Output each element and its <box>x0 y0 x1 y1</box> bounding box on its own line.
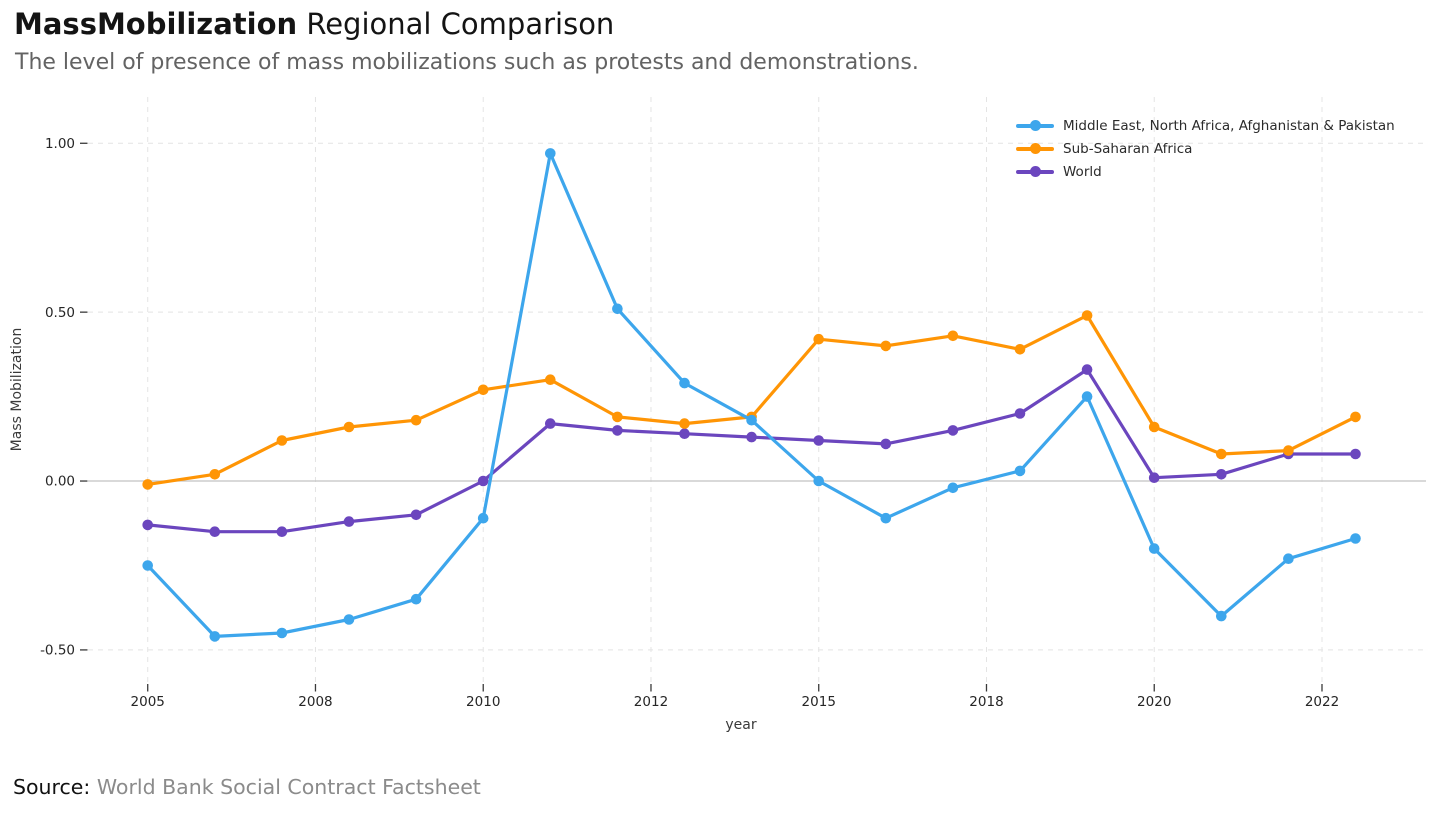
x-tick-label: 2012 <box>634 694 668 710</box>
data-point-marker <box>276 435 288 446</box>
data-point-marker <box>880 438 892 450</box>
data-point-marker <box>410 509 422 521</box>
data-point-marker <box>947 330 959 342</box>
series-0 <box>142 148 1361 642</box>
data-point-marker <box>276 627 288 639</box>
x-tick-label: 2005 <box>131 694 165 710</box>
data-point-marker <box>477 475 489 487</box>
data-point-marker <box>1014 408 1026 419</box>
data-point-marker <box>209 469 221 480</box>
x-tick-label: 2015 <box>802 694 836 710</box>
data-point-marker <box>880 340 892 352</box>
source-line: Source: World Bank Social Contract Facts… <box>13 775 481 799</box>
legend-item-ssa: Sub-Saharan Africa <box>1016 137 1395 160</box>
data-point-marker <box>947 425 959 436</box>
x-tick-label: 2018 <box>969 694 1003 710</box>
series-1 <box>142 310 1361 490</box>
page-title: MassMobilization Regional Comparison <box>14 7 614 41</box>
data-point-marker <box>1148 543 1160 554</box>
source-label: Source: <box>13 775 91 799</box>
series-line <box>146 313 1358 486</box>
data-point-marker <box>813 475 824 487</box>
data-point-marker <box>947 482 959 494</box>
data-point-marker <box>209 526 221 537</box>
data-point-marker <box>1014 465 1026 477</box>
x-tick-label: 2022 <box>1305 694 1339 710</box>
legend-swatch-menap-icon <box>1016 120 1054 132</box>
data-point-marker <box>1283 445 1294 456</box>
legend-label-ssa: Sub-Saharan Africa <box>1063 140 1193 157</box>
data-point-marker <box>142 560 153 571</box>
page-title-rest: Regional Comparison <box>306 7 615 41</box>
x-tick-label: 2010 <box>466 694 500 710</box>
gridlines <box>88 97 1426 682</box>
series-2 <box>142 364 1361 537</box>
legend-item-world: World <box>1016 160 1395 183</box>
data-point-marker <box>746 431 757 443</box>
data-point-marker <box>1350 411 1361 423</box>
legend-label-world: World <box>1063 163 1102 180</box>
data-point-marker <box>813 435 824 446</box>
data-point-marker <box>545 148 556 159</box>
axes: 1.00 0.50 0.00 -0.50 2005 2008 2010 2012 2015 201… <box>9 136 1339 733</box>
legend-swatch-world-icon <box>1016 166 1054 178</box>
data-point-marker <box>612 303 623 315</box>
data-point-marker <box>343 614 355 625</box>
data-point-marker <box>1283 553 1294 564</box>
data-point-marker <box>545 374 556 386</box>
data-point-marker <box>813 333 824 345</box>
data-point-marker <box>679 377 690 389</box>
data-point-marker <box>612 425 623 436</box>
y-tick-label: 1.00 <box>45 136 75 152</box>
data-point-marker <box>1014 344 1026 355</box>
page-title-bold: MassMobilization <box>14 7 298 41</box>
data-point-marker <box>1148 472 1160 484</box>
y-axis-label: Mass Mobilization <box>9 328 25 452</box>
legend-swatch-ssa-icon <box>1016 143 1054 155</box>
data-point-marker <box>142 519 153 531</box>
data-point-marker <box>1148 421 1160 433</box>
source-text-value: World Bank Social Contract Factsheet <box>96 775 481 799</box>
series-line <box>146 368 1358 534</box>
data-point-marker <box>1081 391 1093 402</box>
data-point-marker <box>209 631 221 642</box>
x-axis-label: year <box>725 717 756 733</box>
legend-item-menap: Middle East, North Africa, Afghanistan &… <box>1016 114 1395 137</box>
data-point-marker <box>1350 448 1361 460</box>
data-point-marker <box>477 384 489 396</box>
y-tick-label: 0.50 <box>45 305 75 321</box>
data-point-marker <box>1081 364 1093 375</box>
data-point-marker <box>276 526 288 537</box>
data-point-marker <box>343 421 355 433</box>
data-point-marker <box>679 428 690 440</box>
legend-label-menap: Middle East, North Africa, Afghanistan &… <box>1063 117 1395 134</box>
data-point-marker <box>1350 533 1361 544</box>
data-point-marker <box>746 414 757 426</box>
chart-legend: Middle East, North Africa, Afghanistan &… <box>1016 114 1395 183</box>
series-line <box>146 151 1358 638</box>
data-point-marker <box>612 411 623 423</box>
y-tick-label: 0.00 <box>45 474 75 490</box>
data-point-marker <box>1216 448 1227 460</box>
data-point-marker <box>410 414 422 426</box>
data-point-marker <box>545 418 556 429</box>
data-point-marker <box>1081 310 1093 321</box>
data-point-marker <box>477 512 489 524</box>
data-point-marker <box>679 418 690 429</box>
x-tick-label: 2008 <box>298 694 332 710</box>
data-point-marker <box>343 516 355 527</box>
data-point-marker <box>1216 610 1227 622</box>
y-tick-label: -0.50 <box>40 643 75 659</box>
data-point-marker <box>142 479 153 490</box>
data-point-marker <box>1216 469 1227 480</box>
data-point-marker <box>880 512 892 524</box>
x-tick-label: 2020 <box>1137 694 1171 710</box>
page-subtitle: The level of presence of mass mobilizati… <box>15 50 919 75</box>
data-point-marker <box>410 593 422 605</box>
